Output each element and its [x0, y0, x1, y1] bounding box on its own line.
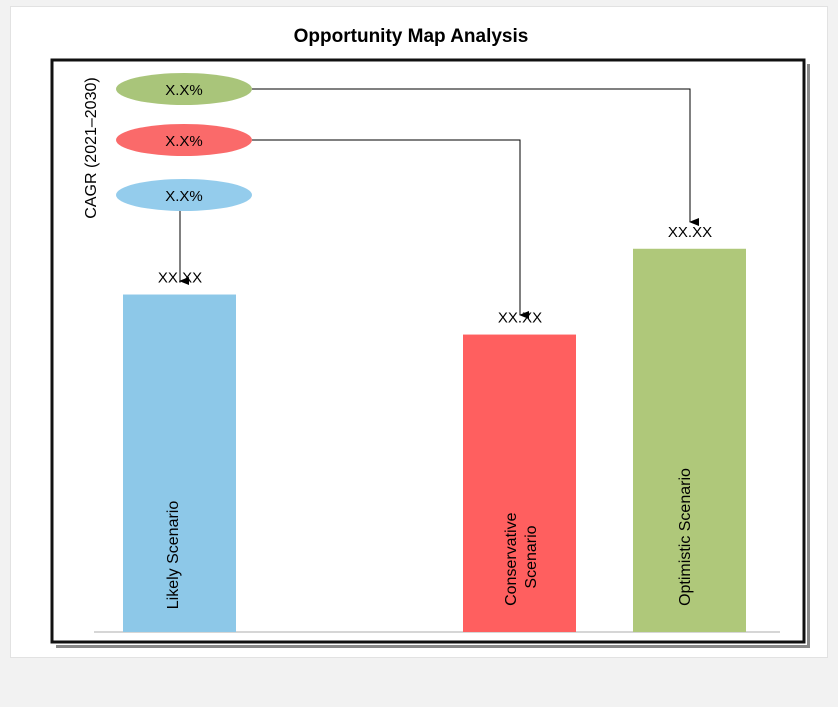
category-label-conservative: Conservative Scenario: [503, 508, 540, 606]
cagr-bubble-likely: [116, 179, 252, 211]
cagr-label-optimistic: X.X%: [165, 82, 203, 99]
frame-shadow-bottom: [56, 645, 810, 648]
cagr-bubble-optimistic: [116, 73, 252, 105]
cagr-bubble-conservative: [116, 124, 252, 156]
cagr-label-conservative: X.X%: [165, 133, 203, 150]
category-label-optimistic: Optimistic Scenario: [677, 468, 694, 606]
cagr-label-likely: X.X%: [165, 188, 203, 205]
category-label-likely: Likely Scenario: [165, 501, 182, 610]
bar-optimistic-scenario: [633, 248, 746, 632]
frame-shadow-right: [807, 64, 810, 645]
bar-likely-scenario: [123, 294, 236, 632]
value-label-optimistic: XX.XX: [668, 224, 712, 241]
connector-optimistic: [252, 88, 699, 226]
bar-conservative-scenario: [463, 334, 576, 632]
connector-conservative: [252, 139, 529, 319]
y-axis-label: CAGR (2021–2030): [83, 77, 100, 218]
chart-title: Opportunity Map Analysis: [293, 26, 529, 47]
